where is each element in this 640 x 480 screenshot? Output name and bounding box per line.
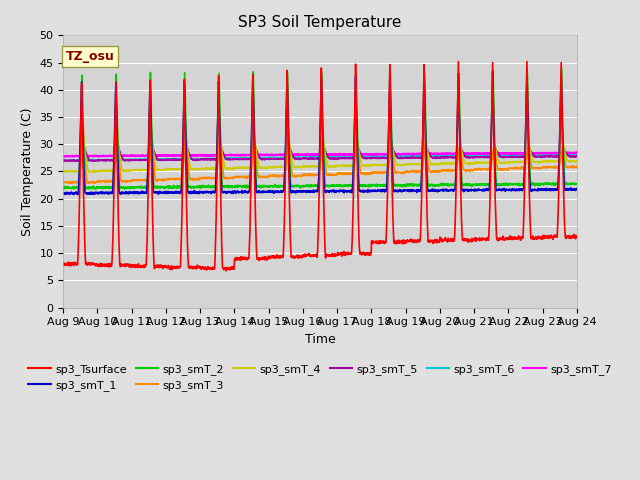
Line: sp3_Tsurface: sp3_Tsurface xyxy=(63,61,577,271)
sp3_smT_4 xyxy=(470,161,477,167)
sp3_smT_2 xyxy=(542,181,550,187)
sp3_Tsurface xyxy=(523,59,531,64)
sp3_Tsurface xyxy=(60,260,67,265)
sp3_smT_2 xyxy=(203,184,211,190)
sp3_smT_6 xyxy=(570,151,578,156)
sp3_smT_3 xyxy=(573,164,580,169)
Line: sp3_smT_1: sp3_smT_1 xyxy=(63,72,577,194)
sp3_smT_6 xyxy=(335,154,342,160)
sp3_smT_3 xyxy=(203,176,211,182)
sp3_smT_4 xyxy=(335,163,343,168)
sp3_smT_6 xyxy=(60,158,67,164)
Line: sp3_smT_2: sp3_smT_2 xyxy=(63,69,577,189)
sp3_Tsurface xyxy=(335,252,342,257)
sp3_smT_6 xyxy=(528,152,536,158)
sp3_Tsurface xyxy=(469,238,477,243)
sp3_smT_7 xyxy=(469,151,477,156)
sp3_smT_7 xyxy=(573,149,580,155)
sp3_Tsurface xyxy=(542,234,550,240)
sp3_smT_2 xyxy=(469,183,477,189)
Line: sp3_smT_3: sp3_smT_3 xyxy=(63,125,577,183)
sp3_smT_6 xyxy=(203,156,211,162)
sp3_smT_5 xyxy=(528,150,536,156)
sp3_smT_5 xyxy=(542,153,550,158)
sp3_smT_3 xyxy=(470,167,477,173)
sp3_smT_5 xyxy=(203,156,211,162)
sp3_smT_1 xyxy=(203,189,211,195)
sp3_smT_5 xyxy=(573,153,580,159)
sp3_Tsurface xyxy=(346,251,354,256)
sp3_smT_7 xyxy=(528,150,536,156)
sp3_smT_1 xyxy=(346,188,354,193)
sp3_smT_4 xyxy=(528,155,536,160)
sp3_smT_4 xyxy=(80,137,88,143)
sp3_smT_5 xyxy=(346,156,354,161)
sp3_smT_1 xyxy=(335,188,342,193)
sp3_smT_7 xyxy=(573,150,580,156)
sp3_smT_6 xyxy=(542,152,550,157)
sp3_smT_3 xyxy=(79,122,86,128)
sp3_smT_3 xyxy=(335,170,343,176)
sp3_smT_4 xyxy=(203,165,211,171)
sp3_smT_5 xyxy=(60,158,67,164)
sp3_smT_7 xyxy=(335,152,342,157)
sp3_smT_7 xyxy=(60,154,67,159)
sp3_smT_2 xyxy=(346,183,354,189)
sp3_smT_4 xyxy=(90,169,98,175)
sp3_smT_6 xyxy=(346,154,354,160)
sp3_smT_3 xyxy=(84,180,92,186)
sp3_smT_7 xyxy=(346,152,354,157)
sp3_smT_1 xyxy=(60,190,67,195)
sp3_smT_5 xyxy=(115,144,122,150)
sp3_smT_6 xyxy=(66,158,74,164)
sp3_smT_3 xyxy=(528,164,536,170)
sp3_Tsurface xyxy=(222,268,230,274)
Line: sp3_smT_4: sp3_smT_4 xyxy=(63,140,577,172)
sp3_smT_4 xyxy=(346,163,354,168)
sp3_Tsurface xyxy=(528,234,536,240)
Text: TZ_osu: TZ_osu xyxy=(66,50,115,63)
sp3_smT_2 xyxy=(557,66,565,72)
sp3_smT_4 xyxy=(573,158,580,164)
Line: sp3_smT_5: sp3_smT_5 xyxy=(63,147,577,161)
sp3_smT_3 xyxy=(60,179,67,185)
sp3_smT_3 xyxy=(542,165,550,170)
sp3_smT_1 xyxy=(528,188,536,194)
sp3_smT_7 xyxy=(76,154,84,160)
sp3_Tsurface xyxy=(573,234,580,240)
sp3_smT_2 xyxy=(528,181,536,187)
Title: SP3 Soil Temperature: SP3 Soil Temperature xyxy=(238,15,402,30)
sp3_smT_2 xyxy=(573,181,580,187)
sp3_smT_6 xyxy=(573,151,580,157)
sp3_smT_4 xyxy=(60,169,67,175)
sp3_smT_5 xyxy=(335,156,343,161)
sp3_smT_1 xyxy=(542,187,550,192)
sp3_smT_5 xyxy=(470,155,477,160)
sp3_smT_4 xyxy=(542,158,550,164)
sp3_smT_1 xyxy=(573,186,580,192)
X-axis label: Time: Time xyxy=(305,333,335,346)
sp3_smT_5 xyxy=(72,158,80,164)
sp3_smT_1 xyxy=(489,69,497,74)
sp3_Tsurface xyxy=(202,267,210,273)
sp3_smT_7 xyxy=(203,153,211,158)
sp3_smT_2 xyxy=(92,186,99,192)
sp3_smT_2 xyxy=(335,182,342,188)
Line: sp3_smT_7: sp3_smT_7 xyxy=(63,152,577,157)
sp3_smT_7 xyxy=(542,150,550,156)
Y-axis label: Soil Temperature (C): Soil Temperature (C) xyxy=(20,107,34,236)
sp3_smT_6 xyxy=(469,153,477,158)
sp3_smT_2 xyxy=(60,185,67,191)
Legend: sp3_Tsurface, sp3_smT_1, sp3_smT_2, sp3_smT_3, sp3_smT_4, sp3_smT_5, sp3_smT_6, : sp3_Tsurface, sp3_smT_1, sp3_smT_2, sp3_… xyxy=(24,360,616,396)
sp3_smT_1 xyxy=(469,187,477,193)
sp3_smT_3 xyxy=(346,170,354,176)
Line: sp3_smT_6: sp3_smT_6 xyxy=(63,154,577,161)
sp3_smT_1 xyxy=(74,192,82,197)
